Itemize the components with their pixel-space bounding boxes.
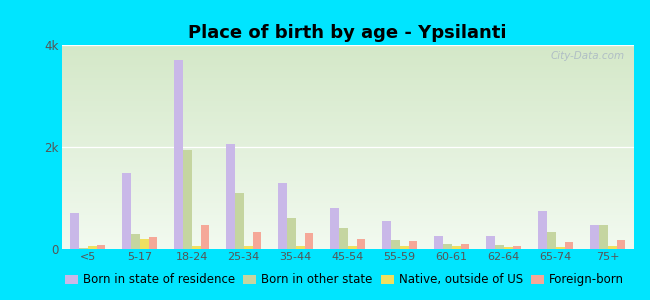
Bar (599, 224, 608, 249)
Bar (339, 228, 348, 249)
Bar (140, 239, 149, 249)
Bar (79, 248, 88, 249)
Bar (443, 244, 452, 249)
Bar (452, 246, 461, 249)
Bar (513, 246, 521, 249)
Bar (305, 233, 313, 249)
Bar (97, 245, 105, 249)
Bar (565, 242, 573, 249)
Bar (330, 208, 339, 249)
Title: Place of birth by age - Ypsilanti: Place of birth by age - Ypsilanti (188, 24, 507, 42)
Bar (400, 246, 409, 249)
Bar (183, 149, 192, 249)
Bar (149, 237, 157, 249)
Text: City-Data.com: City-Data.com (551, 51, 625, 61)
Bar (461, 244, 469, 249)
Bar (88, 246, 97, 249)
Bar (235, 193, 244, 249)
Bar (287, 218, 296, 249)
Legend: Born in state of residence, Born in other state, Native, outside of US, Foreign-: Born in state of residence, Born in othe… (60, 269, 629, 291)
Bar (409, 241, 417, 249)
Bar (201, 224, 209, 249)
Bar (495, 245, 504, 249)
Bar (253, 232, 261, 249)
Bar (617, 240, 625, 249)
Bar (504, 247, 513, 249)
Bar (131, 234, 140, 249)
Bar (122, 172, 131, 249)
Bar (391, 240, 400, 249)
Bar (434, 236, 443, 249)
Bar (608, 246, 617, 249)
Bar (486, 236, 495, 249)
Bar (174, 60, 183, 249)
Bar (296, 246, 305, 249)
Bar (382, 221, 391, 249)
Bar (547, 232, 556, 249)
Bar (226, 144, 235, 249)
Bar (278, 183, 287, 249)
Bar (192, 246, 201, 249)
Bar (590, 224, 599, 249)
Bar (348, 246, 357, 249)
Bar (556, 247, 565, 249)
Bar (538, 211, 547, 249)
Bar (70, 213, 79, 249)
Bar (357, 239, 365, 249)
Bar (244, 246, 253, 249)
